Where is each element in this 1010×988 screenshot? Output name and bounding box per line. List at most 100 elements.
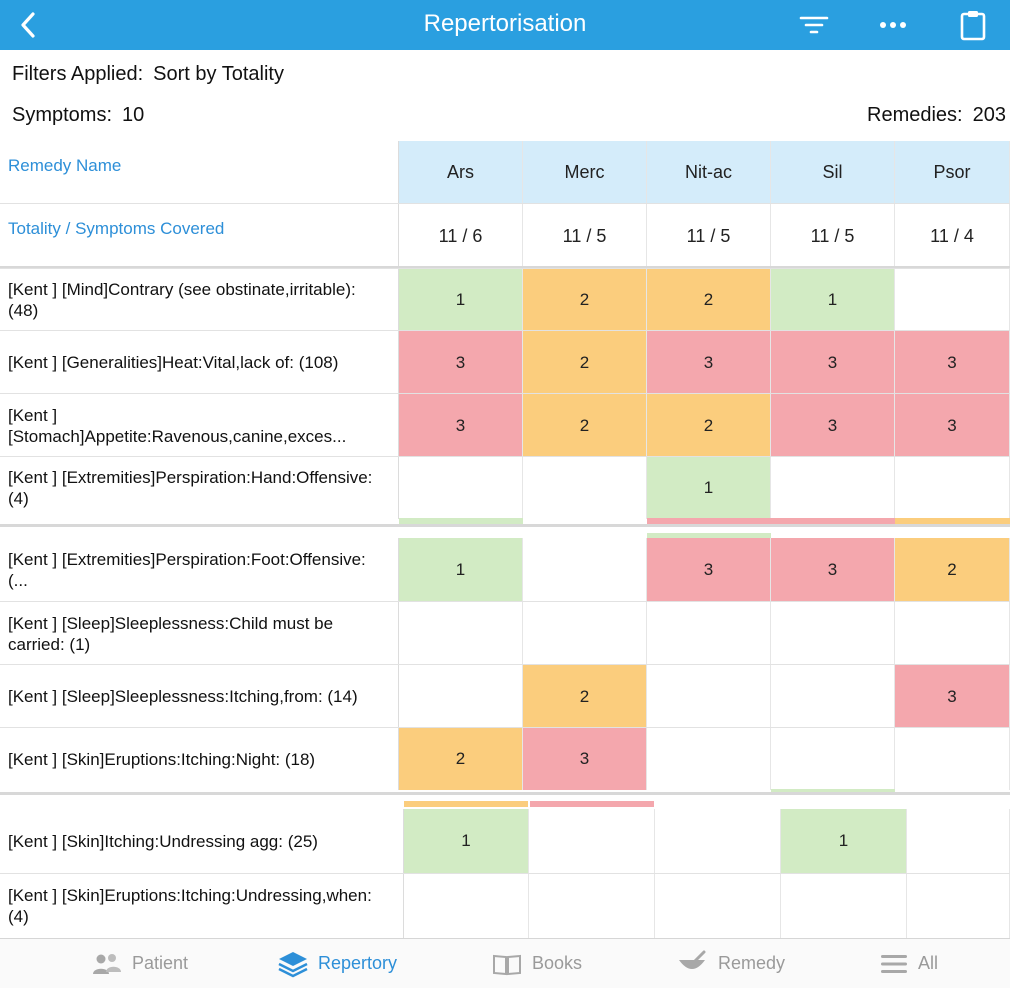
grade-cell: 1 <box>781 809 907 873</box>
tab-patient[interactable]: Patient <box>92 939 188 988</box>
grade-cell <box>895 269 1010 331</box>
filter-button[interactable] <box>796 0 832 50</box>
grade-cell: 2 <box>647 394 771 457</box>
divider <box>0 524 1010 527</box>
grade-cell: 1 <box>771 269 895 331</box>
row-strip <box>647 518 771 524</box>
symptom-row[interactable]: [Kent ] [Generalities]Heat:Vital,lack of… <box>0 330 1010 394</box>
grade-cell: 3 <box>399 331 523 394</box>
remedy-icon <box>676 950 708 978</box>
patient-icon <box>92 952 122 976</box>
remedy-header-merc[interactable]: Merc <box>523 141 647 203</box>
grade-cell: 3 <box>771 394 895 457</box>
totality-psor: 11 / 4 <box>895 204 1010 268</box>
grade-cell <box>895 728 1010 790</box>
clipboard-button[interactable] <box>955 0 991 50</box>
symptom-row[interactable]: [Kent ] [Sleep]Sleeplessness:Child must … <box>0 601 1010 665</box>
grade-cell: 2 <box>895 538 1010 601</box>
symptom-row[interactable]: [Kent ] [Stomach]Appetite:Ravenous,canin… <box>0 393 1010 457</box>
tab-all[interactable]: All <box>880 939 938 988</box>
grade-cell <box>907 874 1010 938</box>
grade-cell <box>404 874 529 938</box>
row-strip <box>895 518 1010 524</box>
grade-cell: 1 <box>647 457 771 519</box>
grade-cell <box>771 602 895 665</box>
symptom-row[interactable]: [Kent ] [Skin]Eruptions:Itching:Undressi… <box>0 873 1010 938</box>
remedy-header-sil[interactable]: Sil <box>771 141 895 203</box>
tab-all-label: All <box>918 953 939 973</box>
totality-sil: 11 / 5 <box>771 204 895 268</box>
totality-ars: 11 / 6 <box>399 204 523 268</box>
grade-cell <box>907 809 1010 873</box>
grade-cell: 2 <box>523 665 647 728</box>
tab-repertory[interactable]: Repertory <box>278 939 397 988</box>
row-strip <box>771 518 895 524</box>
grade-cell <box>529 874 655 938</box>
remedy-header-psor[interactable]: Psor <box>895 141 1010 203</box>
more-icon <box>880 22 906 28</box>
grade-cell: 3 <box>771 331 895 394</box>
repertory-icon <box>278 950 308 978</box>
tab-remedy[interactable]: Remedy <box>676 939 785 988</box>
menu-icon <box>880 953 908 975</box>
totality-label: Totality / Symptoms Covered <box>0 204 399 268</box>
remedy-header-nit-ac[interactable]: Nit-ac <box>647 141 771 203</box>
symptom-label: [Kent ] [Stomach]Appetite:Ravenous,canin… <box>0 394 399 457</box>
grade-cell <box>399 457 523 519</box>
grade-cell: 3 <box>647 331 771 394</box>
symptom-row[interactable]: [Kent ] [Extremities]Perspiration:Foot:O… <box>0 538 1010 601</box>
row-strip <box>399 518 523 524</box>
symptom-row[interactable]: [Kent ] [Sleep]Sleeplessness:Itching,fro… <box>0 664 1010 728</box>
symptom-label: [Kent ] [Extremities]Perspiration:Foot:O… <box>0 538 399 601</box>
symptom-label: [Kent ] [Skin]Eruptions:Itching:Undressi… <box>0 874 404 938</box>
clipboard-icon <box>960 11 986 41</box>
book-icon <box>492 952 522 976</box>
grade-cell: 2 <box>399 728 523 790</box>
tab-repertory-label: Repertory <box>318 953 398 973</box>
remedy-header-row: Remedy Name Ars Merc Nit-ac Sil Psor <box>0 141 1010 203</box>
grade-cell <box>895 457 1010 519</box>
symptoms-label: Symptoms: <box>12 104 113 126</box>
symptom-row[interactable]: [Kent ] [Extremities]Perspiration:Hand:O… <box>0 456 1010 519</box>
symptom-label: [Kent ] [Generalities]Heat:Vital,lack of… <box>0 331 399 394</box>
symptoms-count: Symptoms: 10 <box>12 104 144 127</box>
tab-remedy-label: Remedy <box>718 953 786 973</box>
symptom-row[interactable]: [Kent ] [Skin]Eruptions:Itching:Night: (… <box>0 727 1010 790</box>
grade-cell: 1 <box>399 269 523 331</box>
grade-cell <box>771 457 895 519</box>
symptom-label: [Kent ] [Extremities]Perspiration:Hand:O… <box>0 457 399 519</box>
row-strip <box>647 533 771 538</box>
grade-cell: 2 <box>523 394 647 457</box>
grade-cell: 3 <box>399 394 523 457</box>
symptom-row[interactable]: [Kent ] [Mind]Contrary (see obstinate,ir… <box>0 268 1010 331</box>
more-button[interactable] <box>876 0 910 50</box>
divider <box>0 266 1010 269</box>
symptom-label: [Kent ] [Sleep]Sleeplessness:Child must … <box>0 602 399 665</box>
grade-cell <box>771 728 895 790</box>
grade-cell: 1 <box>404 809 529 873</box>
remedy-name-label: Remedy Name <box>0 141 399 203</box>
grade-cell: 3 <box>771 538 895 601</box>
remedy-header-ars[interactable]: Ars <box>399 141 523 203</box>
remedies-count: Remedies: 203 <box>867 104 1006 127</box>
symptom-label: [Kent ] [Sleep]Sleeplessness:Itching,fro… <box>0 665 399 728</box>
divider <box>0 792 1010 795</box>
grade-cell: 3 <box>895 394 1010 457</box>
symptom-label: [Kent ] [Skin]Eruptions:Itching:Night: (… <box>0 728 399 790</box>
grade-cell <box>655 874 781 938</box>
grade-cell: 2 <box>523 269 647 331</box>
filters-value: Sort by Totality <box>153 63 284 85</box>
symptom-row[interactable]: [Kent ] [Skin]Itching:Undressing agg: (2… <box>0 809 1010 873</box>
grade-cell <box>647 665 771 728</box>
grade-cell <box>399 602 523 665</box>
page-title: Repertorisation <box>423 10 587 37</box>
back-button[interactable] <box>10 0 46 50</box>
filters-label: Filters Applied: <box>12 63 144 85</box>
bottom-nav: Patient Repertory Books Remedy <box>0 938 1010 988</box>
grade-cell: 3 <box>523 728 647 790</box>
grade-cell <box>647 602 771 665</box>
tab-books[interactable]: Books <box>492 939 582 988</box>
row-strip <box>530 801 654 807</box>
chevron-left-icon <box>21 12 35 38</box>
grade-cell <box>529 809 655 873</box>
